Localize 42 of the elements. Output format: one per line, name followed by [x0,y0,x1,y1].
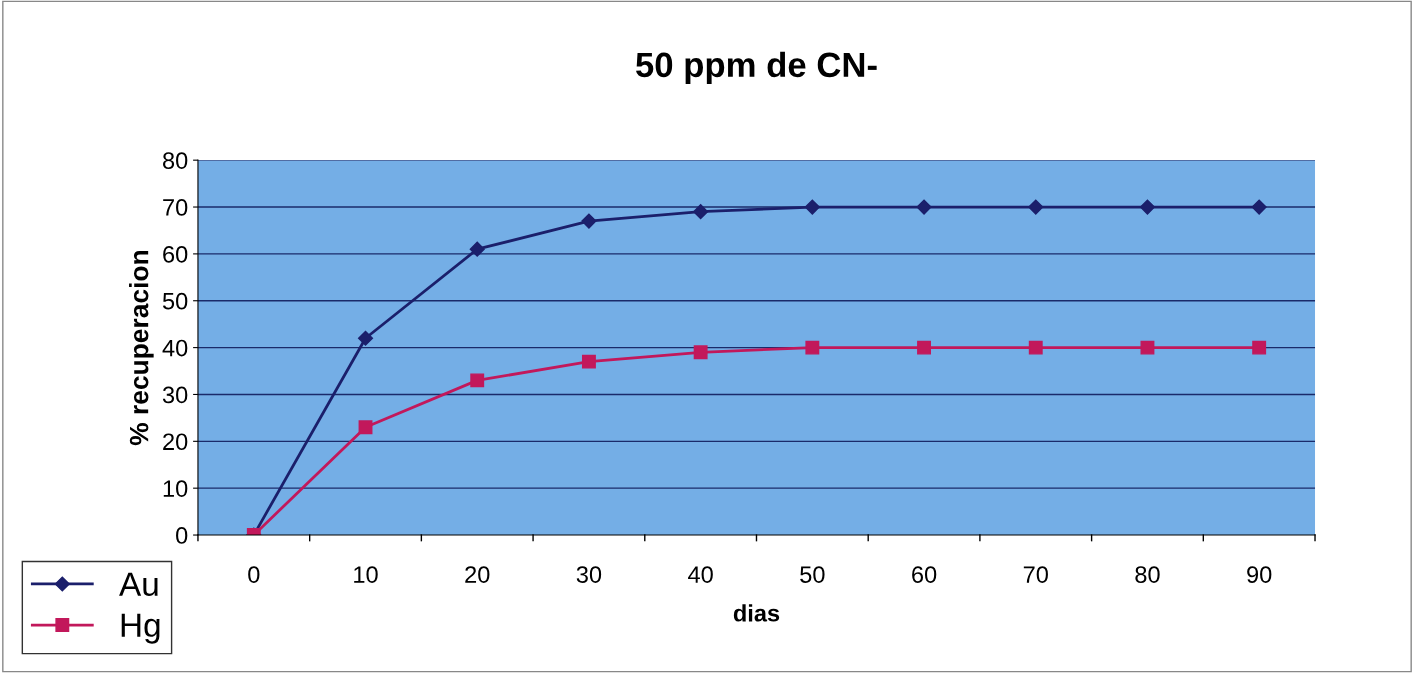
legend-label: Au [119,572,158,596]
x-tick-label: 0 [248,566,260,583]
point [693,204,709,220]
point [469,241,485,257]
point [358,420,373,435]
point [1139,199,1156,215]
point [581,213,597,229]
y-tick-label: 0 [176,527,188,544]
point [1252,340,1267,355]
point [1028,340,1043,355]
y-tick-label: 20 [163,433,188,451]
point [1028,199,1044,215]
point [804,199,820,215]
point [805,340,820,355]
point [917,340,931,355]
point [1251,199,1267,215]
x-tick-label: 10 [354,566,378,583]
x-tick-label: 50 [800,566,825,583]
x-tick-label: 60 [912,566,937,583]
legend-label: Hg [121,613,160,644]
y-tick-label: 10 [163,480,188,497]
point [357,330,374,346]
y-tick-label: 40 [162,339,188,357]
x-tick-label: 70 [1023,566,1048,583]
x-axis-title: dias [733,604,780,622]
x-tick-label: 80 [1135,566,1160,583]
point [581,354,596,369]
point [693,345,708,360]
x-tick-label: 90 [1247,566,1272,583]
x-tick-label: 40 [688,566,713,583]
point [470,373,485,388]
y-tick-label: 50 [162,292,188,310]
y-tick-label: 80 [163,152,188,169]
chart-title: 50 ppm de CN- [636,51,877,85]
y-tick-label: 70 [163,199,188,216]
point [916,199,932,215]
point [1140,340,1155,355]
y-axis-title: % recuperacion [129,250,154,446]
x-tick-label: 30 [576,566,602,583]
x-tick-label: 20 [465,566,490,583]
y-tick-label: 30 [162,386,188,404]
y-tick-label: 60 [163,245,188,263]
